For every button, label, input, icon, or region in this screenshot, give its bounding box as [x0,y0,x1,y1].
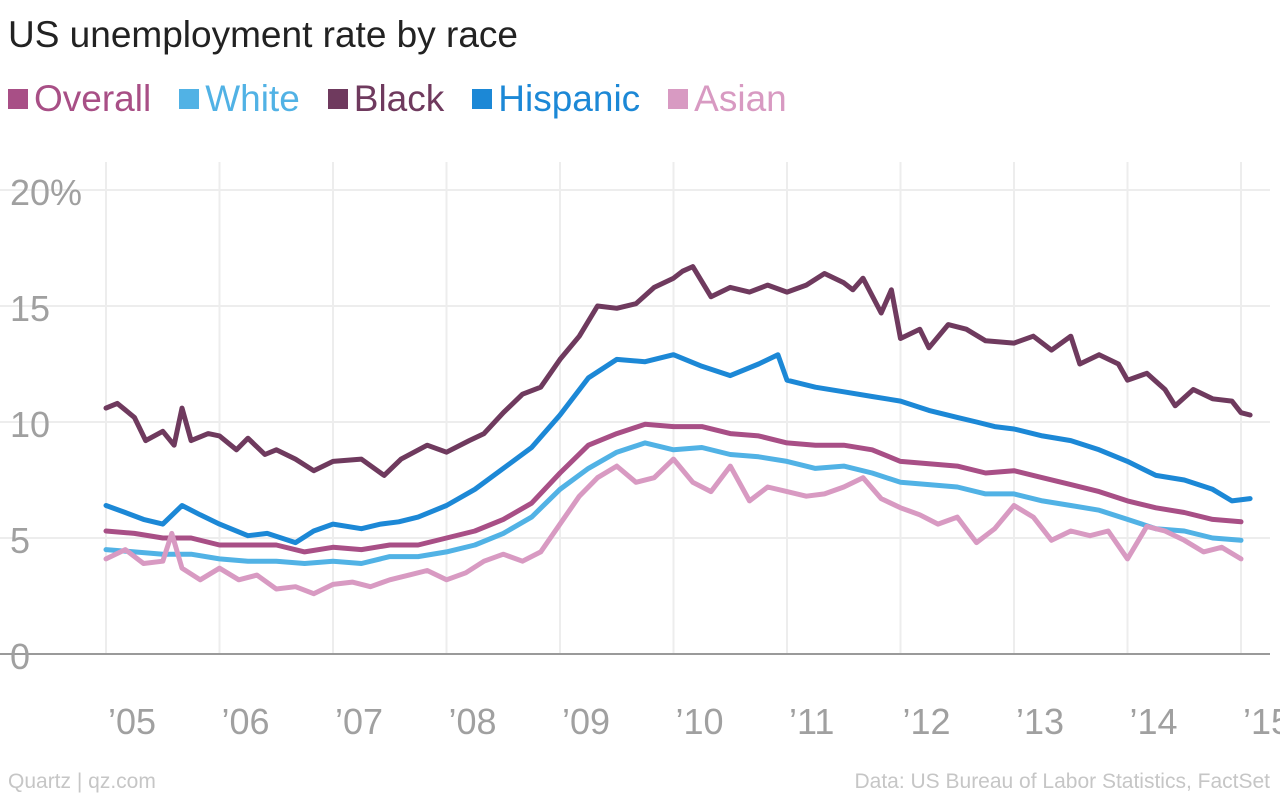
y-tick-label: 20% [10,172,82,213]
legend-item-white: White [179,78,300,120]
x-tick-label: ’11 [789,701,834,742]
legend-label: White [205,78,300,119]
y-tick-label: 15 [10,288,50,329]
series-line-overall [103,421,1244,555]
y-tick-label: 5 [10,520,30,561]
x-tick-label: ’14 [1130,701,1178,742]
x-tick-label: ’13 [1016,701,1064,742]
legend-label: Asian [694,78,787,119]
chart-title: US unemployment rate by race [8,14,519,55]
legend-label: Black [353,78,445,119]
series-line-hispanic [103,352,1253,546]
x-tick-label: ’10 [676,701,724,742]
x-tick-label: ’15 [1243,701,1280,742]
legend-swatch [668,89,689,109]
legend-swatch [472,89,493,109]
y-tick-label: 10 [10,404,50,445]
x-tick-label: ’05 [108,701,156,742]
chart-legend: Overall White Black Hispanic Asian [8,74,815,124]
x-tick-label: ’06 [222,701,270,742]
legend-label: Overall [34,78,152,119]
legend-label: Hispanic [498,78,641,119]
x-tick-label: ’07 [335,701,383,742]
footer-source-left: Quartz | qz.com [8,770,156,793]
series-line-asian [103,456,1244,597]
series-line-white [103,440,1244,566]
legend-item-overall: Overall [8,78,151,120]
y-tick-label: 0 [10,636,30,677]
series-line-black [103,264,1253,478]
footer-source-right: Data: US Bureau of Labor Statistics, Fac… [854,770,1270,793]
x-tick-label: ’09 [562,701,610,742]
legend-item-hispanic: Hispanic [472,78,640,120]
legend-item-asian: Asian [668,78,787,120]
x-tick-label: ’12 [903,701,951,742]
legend-swatch [179,89,200,109]
legend-item-black: Black [327,78,445,120]
legend-swatch [327,89,348,109]
x-tick-label: ’08 [449,701,497,742]
legend-swatch [8,89,28,109]
